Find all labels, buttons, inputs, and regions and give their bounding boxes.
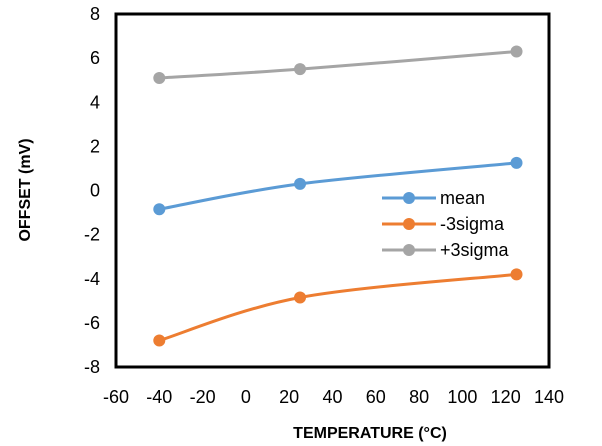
data-point-3sigma (294, 63, 307, 76)
data-point-3sigma (510, 268, 523, 281)
x-axis-title: TEMPERATURE (°C) (293, 425, 447, 442)
y-tick-label: 8 (90, 4, 100, 24)
series-line-3sigma (158, 272, 517, 342)
series-line-3sigma (159, 50, 517, 80)
data-point-mean (294, 177, 307, 190)
data-point-3sigma (510, 45, 523, 58)
x-tick-label: 40 (322, 387, 342, 407)
legend-marker-3sigma (403, 244, 415, 256)
x-tick-label: 140 (534, 387, 564, 407)
y-tick-label: -8 (84, 357, 100, 377)
x-tick-label: -20 (190, 387, 216, 407)
legend-label-3sigma: +3sigma (440, 240, 510, 260)
x-tick-label: 20 (279, 387, 299, 407)
legend: mean -3sigma +3sigma (382, 188, 510, 260)
series-line-mean (159, 161, 517, 211)
x-tick-label: 120 (491, 387, 521, 407)
y-axis-title: OFFSET (mV) (17, 138, 34, 241)
x-tick-labels: -60 -40 -20 0 20 40 60 80 100 120 140 (103, 387, 564, 407)
data-point-3sigma (153, 71, 166, 84)
y-tick-label: -2 (84, 225, 100, 245)
legend-label-mean: mean (440, 188, 485, 208)
y-tick-label: -6 (84, 313, 100, 333)
legend-marker-mean (403, 192, 415, 204)
x-tick-label: 80 (409, 387, 429, 407)
plot-frame (114, 12, 551, 369)
y-tick-label: 0 (90, 181, 100, 201)
data-point-3sigma (294, 291, 307, 304)
y-tick-labels: -8 -6 -4 -2 0 2 4 6 8 (84, 4, 100, 377)
y-tick-label: -4 (84, 269, 100, 289)
y-tick-label: 2 (90, 136, 100, 156)
x-tick-label: -40 (146, 387, 172, 407)
data-point-3sigma (153, 334, 166, 347)
y-tick-label: 6 (90, 48, 100, 68)
x-tick-label: -60 (103, 387, 129, 407)
data-point-mean (153, 203, 166, 216)
legend-label-3sigma: -3sigma (440, 214, 505, 234)
x-tick-label: 100 (447, 387, 477, 407)
y-tick-label: 4 (90, 92, 100, 112)
x-tick-label: 60 (366, 387, 386, 407)
x-tick-label: 0 (241, 387, 251, 407)
legend-marker-3sigma (403, 218, 415, 230)
series-layer (153, 45, 523, 347)
data-point-mean (510, 156, 523, 169)
